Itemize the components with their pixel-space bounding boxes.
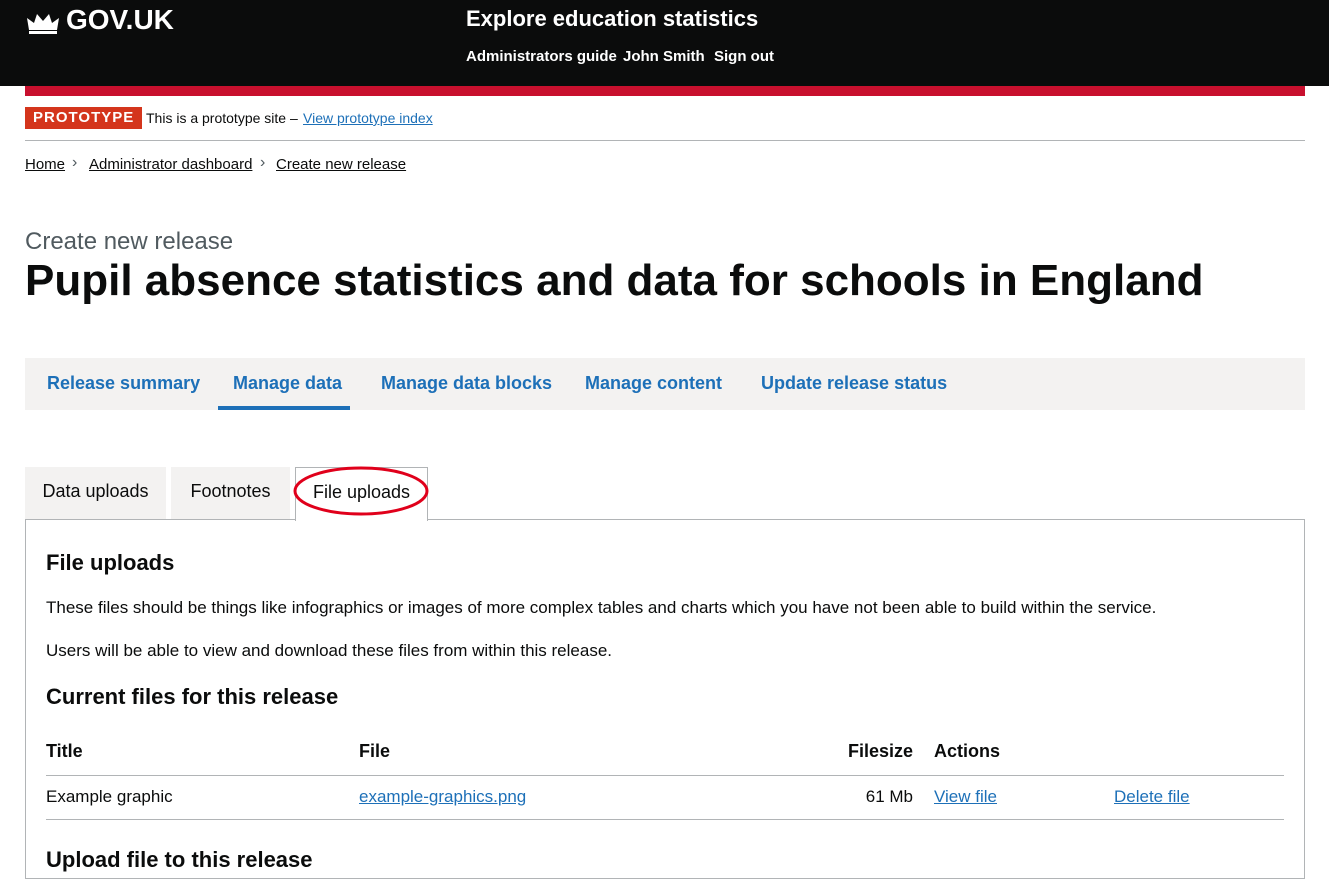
subtab[interactable]: Data uploads <box>25 467 166 519</box>
nav-link[interactable]: Sign out <box>714 48 774 65</box>
tab-active[interactable]: Manage data <box>233 373 343 393</box>
divider <box>25 140 1305 141</box>
tab-bar <box>25 358 1305 410</box>
page-title: Pupil absence statistics and data for sc… <box>25 256 1204 305</box>
delete-link[interactable]: Delete file <box>1114 787 1190 806</box>
table-header: Filesize <box>847 741 913 761</box>
subtab[interactable]: Footnotes <box>171 467 290 519</box>
table-cell: Example graphic <box>46 787 173 806</box>
tab[interactable]: Update release status <box>761 373 948 393</box>
breadcrumb[interactable]: Administrator dashboard <box>89 156 253 173</box>
panel-heading: File uploads <box>46 550 175 575</box>
table-header: Title <box>46 741 83 761</box>
phase-link[interactable]: View prototype index <box>303 110 433 126</box>
logo[interactable]: GOV.UK <box>66 4 174 35</box>
red-bar <box>25 86 1305 96</box>
tab[interactable]: Release summary <box>47 373 201 393</box>
crown-icon <box>27 14 59 34</box>
table-header: File <box>359 741 391 761</box>
phase-text: This is a prototype site – <box>146 110 298 126</box>
nav-link[interactable]: John Smith <box>623 48 705 65</box>
breadcrumb-sep: › <box>72 154 78 171</box>
breadcrumb[interactable]: Create new release <box>276 156 407 173</box>
header: GOV.UK Explore education statistics Admi… <box>0 0 1329 86</box>
phase-tag: PROTOTYPE <box>25 107 143 129</box>
subtab-active[interactable]: File uploads <box>295 467 428 521</box>
table-rule <box>46 775 1284 776</box>
file-link[interactable]: example-graphics.png <box>359 787 527 806</box>
paragraph: These files should be things like infogr… <box>46 598 1157 617</box>
tab[interactable]: Manage data blocks <box>381 373 553 393</box>
service-name[interactable]: Explore education statistics <box>466 6 759 31</box>
subheading: Current files for this release <box>46 684 339 709</box>
tab[interactable]: Manage content <box>585 373 723 393</box>
breadcrumb-sep: › <box>260 154 266 171</box>
highlight-ellipse <box>293 466 429 516</box>
nav-link[interactable]: Administrators guide <box>466 48 617 65</box>
table-cell: 61 Mb <box>865 787 913 806</box>
breadcrumb[interactable]: Home <box>25 156 66 173</box>
caption: Create new release <box>25 228 234 255</box>
paragraph: Users will be able to view and download … <box>46 641 612 660</box>
table-rule <box>46 819 1284 820</box>
view-link[interactable]: View file <box>934 787 997 806</box>
table-header: Actions <box>934 741 1001 761</box>
tab-underline <box>218 406 350 410</box>
upload-heading: Upload file to this release <box>46 847 313 872</box>
